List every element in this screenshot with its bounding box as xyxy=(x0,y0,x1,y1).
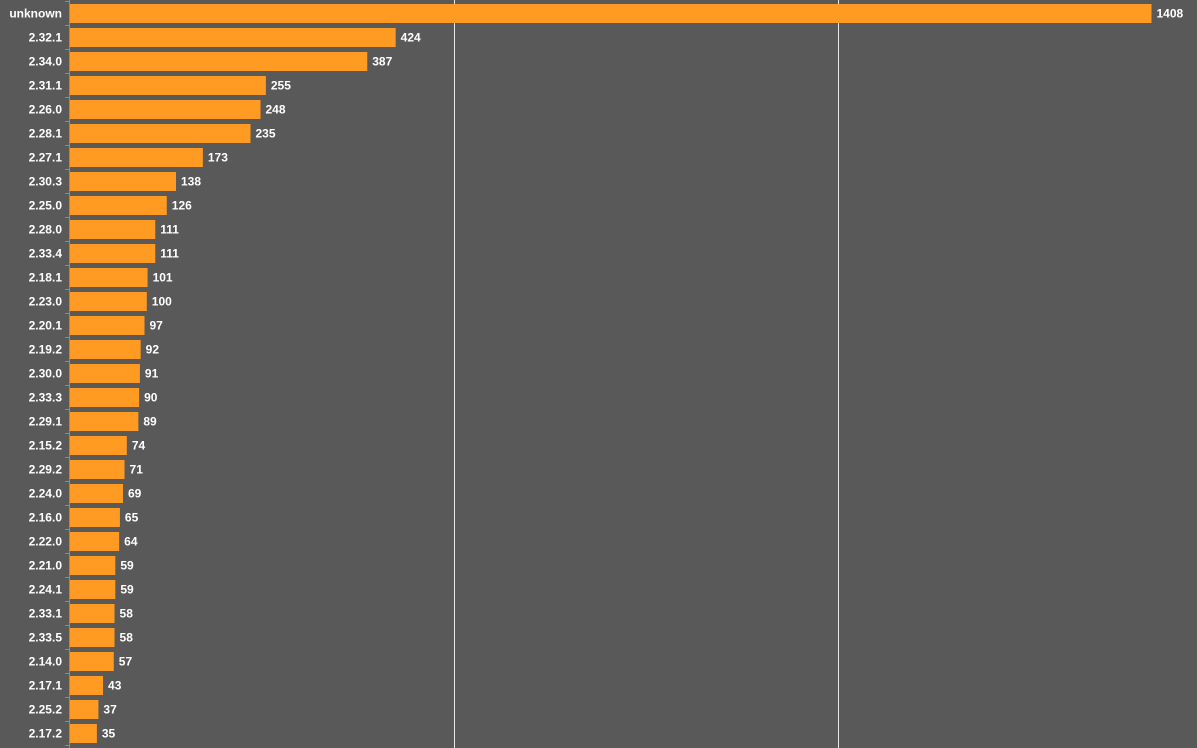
value-label: 65 xyxy=(125,511,139,525)
value-label: 89 xyxy=(143,415,157,429)
bar-2.19.2 xyxy=(70,340,141,359)
category-label: 2.28.0 xyxy=(29,223,63,237)
value-label: 59 xyxy=(120,559,134,573)
value-label: 1408 xyxy=(1157,7,1184,21)
value-label: 90 xyxy=(144,391,158,405)
category-label: 2.27.1 xyxy=(29,151,63,165)
bar-2.24.1 xyxy=(70,580,116,599)
category-label: 2.26.0 xyxy=(29,103,63,117)
category-label: 2.23.0 xyxy=(29,295,63,309)
y-axis xyxy=(65,0,70,748)
bar-2.27.1 xyxy=(70,148,203,167)
category-label: 2.15.2 xyxy=(29,439,63,453)
bar-2.23.0 xyxy=(70,292,147,311)
category-label: 2.19.2 xyxy=(29,343,63,357)
bar-2.20.1 xyxy=(70,316,145,335)
bar-2.15.2 xyxy=(70,436,127,455)
grid-lines xyxy=(454,0,839,748)
category-label: 2.29.1 xyxy=(29,415,63,429)
value-label: 37 xyxy=(103,703,117,717)
bar-2.24.0 xyxy=(70,484,123,503)
category-label: 2.24.0 xyxy=(29,487,63,501)
bar-2.33.4 xyxy=(70,244,156,263)
category-label: 2.30.0 xyxy=(29,367,63,381)
bar-2.31.1 xyxy=(70,76,266,95)
category-label: 2.29.2 xyxy=(29,463,63,477)
value-label: 97 xyxy=(150,319,164,333)
value-label: 248 xyxy=(265,103,285,117)
bar-2.30.0 xyxy=(70,364,140,383)
bar-2.25.2 xyxy=(70,700,99,719)
bar-2.34.0 xyxy=(70,52,368,71)
bars xyxy=(70,4,1152,743)
value-label: 35 xyxy=(102,727,116,741)
value-label: 91 xyxy=(145,367,159,381)
bar-2.33.1 xyxy=(70,604,115,623)
value-label: 387 xyxy=(372,55,392,69)
bar-2.29.2 xyxy=(70,460,125,479)
value-label: 126 xyxy=(172,199,192,213)
value-label: 58 xyxy=(120,607,134,621)
value-label: 173 xyxy=(208,151,228,165)
bar-2.29.1 xyxy=(70,412,139,431)
value-label: 138 xyxy=(181,175,201,189)
bar-2.28.0 xyxy=(70,220,156,239)
category-label: 2.20.1 xyxy=(29,319,63,333)
category-label: 2.18.1 xyxy=(29,271,63,285)
value-label: 69 xyxy=(128,487,142,501)
value-label: 74 xyxy=(132,439,146,453)
bar-2.26.0 xyxy=(70,100,261,119)
category-label: 2.33.5 xyxy=(29,631,63,645)
category-label: 2.32.1 xyxy=(29,31,63,45)
value-label: 101 xyxy=(153,271,173,285)
bar-2.32.1 xyxy=(70,28,396,47)
bar-2.21.0 xyxy=(70,556,116,575)
category-label: 2.22.0 xyxy=(29,535,63,549)
value-label: 43 xyxy=(108,679,122,693)
category-label: 2.33.1 xyxy=(29,607,63,621)
category-label: 2.17.2 xyxy=(29,727,63,741)
bar-2.33.3 xyxy=(70,388,140,407)
value-label: 57 xyxy=(119,655,133,669)
bar-2.17.1 xyxy=(70,676,104,695)
value-label: 424 xyxy=(401,31,421,45)
bar-2.14.0 xyxy=(70,652,114,671)
category-label: 2.34.0 xyxy=(29,55,63,69)
bar-2.16.0 xyxy=(70,508,120,527)
category-label: 2.28.1 xyxy=(29,127,63,141)
value-label: 71 xyxy=(130,463,144,477)
category-label: 2.17.1 xyxy=(29,679,63,693)
category-label: 2.16.0 xyxy=(29,511,63,525)
bar-unknown xyxy=(70,4,1152,23)
labels: unknown 1408 2.32.1 424 2.34.0 387 2.31.1 255 2.… xyxy=(9,7,1183,741)
category-label: 2.25.0 xyxy=(29,199,63,213)
value-label: 111 xyxy=(160,223,179,237)
category-label: 2.21.0 xyxy=(29,559,63,573)
bar-2.25.0 xyxy=(70,196,167,215)
bar-2.30.3 xyxy=(70,172,176,191)
category-label: unknown xyxy=(9,7,62,21)
value-label: 235 xyxy=(256,127,276,141)
value-label: 59 xyxy=(120,583,134,597)
value-label: 100 xyxy=(152,295,172,309)
category-label: 2.30.3 xyxy=(29,175,63,189)
category-label: 2.33.4 xyxy=(29,247,63,261)
value-label: 64 xyxy=(124,535,138,549)
bar-2.33.5 xyxy=(70,628,115,647)
category-label: 2.33.3 xyxy=(29,391,63,405)
value-label: 111 xyxy=(160,247,179,261)
bar-2.22.0 xyxy=(70,532,120,551)
bar-2.18.1 xyxy=(70,268,148,287)
bar-2.28.1 xyxy=(70,124,251,143)
bar-2.17.2 xyxy=(70,724,97,743)
category-label: 2.25.2 xyxy=(29,703,63,717)
category-label: 2.24.1 xyxy=(29,583,63,597)
value-label: 58 xyxy=(120,631,134,645)
category-label: 2.31.1 xyxy=(29,79,63,93)
value-label: 92 xyxy=(146,343,160,357)
value-label: 255 xyxy=(271,79,291,93)
category-label: 2.14.0 xyxy=(29,655,63,669)
